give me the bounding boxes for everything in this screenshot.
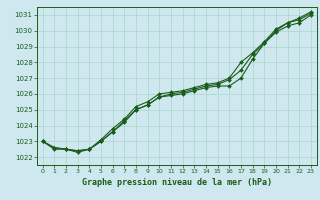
X-axis label: Graphe pression niveau de la mer (hPa): Graphe pression niveau de la mer (hPa) [82, 178, 272, 187]
